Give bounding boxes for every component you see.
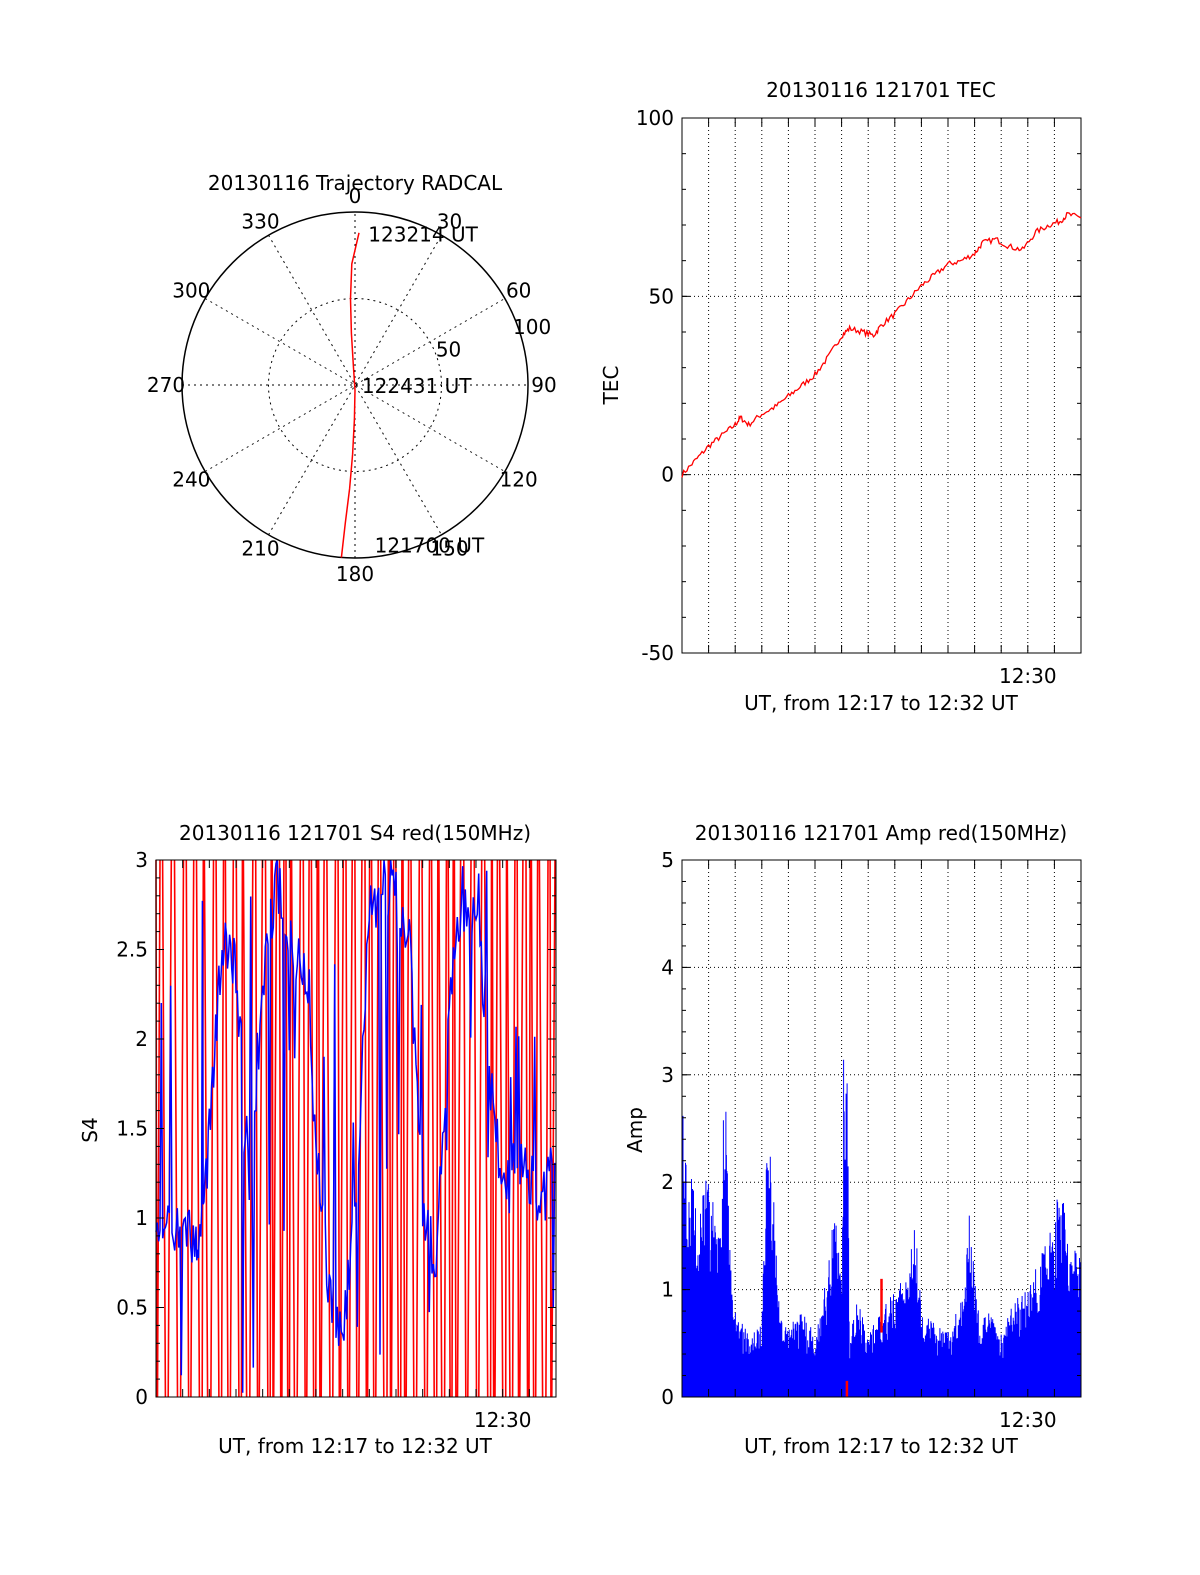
tec-y-tick-label: 100 (636, 106, 674, 130)
tec-xlabel: UT, from 12:17 to 12:32 UT (744, 691, 1019, 715)
s4-y-tick-label: 2.5 (116, 938, 148, 962)
tec-grid (682, 118, 1081, 653)
tec-y-tick-label: -50 (641, 641, 674, 665)
polar-azimuth-tick-label: 270 (147, 373, 185, 397)
amp-y-ticks: 0 1 2 3 4 5 (661, 848, 1081, 1409)
polar-azimuth-tick-label: 150 (430, 537, 468, 561)
polar-trajectory-line-0 (340, 232, 360, 558)
tec-ylabel: TEC (599, 366, 623, 406)
s4-y-tick-label: 2 (135, 1027, 148, 1051)
polar-time-annotation: 122431 UT (362, 374, 472, 398)
s4-y-tick-label: 3 (135, 848, 148, 872)
amp-y-tick-label: 2 (661, 1170, 674, 1194)
polar-azimuth-ticks: 0 30 60 90 120 150 180 210 240 270 300 330 (147, 184, 557, 586)
amp-blue-trace (681, 1059, 1082, 1397)
amp-title: 20130116 121701 Amp red(150MHz) (695, 821, 1067, 845)
polar-grid (181, 211, 529, 559)
amp-chart: 20130116 121701 Amp red(150MHz) 0 1 2 3 4 5 1… (623, 821, 1082, 1458)
polar-azimuth-tick-label: 300 (172, 279, 210, 303)
polar-azimuth-tick-label: 120 (500, 468, 538, 492)
polar-azimuth-tick-label: 210 (241, 537, 279, 561)
tec-chart: 20130116 121701 TEC -50 0 50 100 12:30 UT, … (599, 78, 1082, 715)
s4-y-ticks: 0 0.5 1 1.5 2 2.5 3 (116, 848, 556, 1409)
polar-spoke-1 (268, 234, 442, 536)
polar-spoke-4 (204, 298, 506, 472)
polar-radial-tick-label: 50 (436, 338, 461, 362)
tec-x-tick-label: 12:30 (999, 664, 1057, 688)
amp-xlabel: UT, from 12:17 to 12:32 UT (744, 1434, 1019, 1458)
polar-time-annotation: 123214 UT (368, 222, 478, 246)
polar-azimuth-tick-label: 30 (437, 209, 462, 233)
s4-y-tick-label: 0.5 (116, 1296, 148, 1320)
polar-series (340, 232, 360, 558)
tec-y-tick-label: 50 (649, 284, 674, 308)
amp-x-tick-label: 12:30 (999, 1408, 1057, 1432)
s4-series (155, 859, 556, 1398)
tec-line (681, 212, 1082, 478)
polar-radial-tick-label: 100 (513, 315, 551, 339)
amp-ylabel: Amp (623, 1107, 647, 1153)
amp-y-tick-label: 5 (661, 848, 674, 872)
s4-ylabel: S4 (78, 1117, 102, 1142)
polar-title: 20130116 Trajectory RADCAL (208, 171, 503, 195)
tec-y-ticks: -50 0 50 100 (636, 106, 1081, 665)
polar-trajectory-chart: 20130116 Trajectory RADCAL 0 30 60 90 120 150… (147, 171, 557, 586)
tec-x-ticks: 12:30 (681, 118, 1082, 688)
tec-plot-area (681, 117, 1082, 654)
s4-y-tick-label: 1.5 (116, 1117, 148, 1141)
polar-azimuth-tick-label: 330 (241, 209, 279, 233)
amp-y-tick-label: 4 (661, 955, 674, 979)
polar-radial-ticks: 50 100 (436, 315, 551, 361)
s4-title: 20130116 121701 S4 red(150MHz) (179, 821, 531, 845)
polar-time-annotation: 121700 UT (375, 534, 485, 558)
amp-y-tick-label: 3 (661, 1063, 674, 1087)
tec-y-tick-label: 0 (661, 463, 674, 487)
s4-blue-line (155, 859, 556, 1393)
amp-y-tick-label: 0 (661, 1385, 674, 1409)
polar-spoke-5 (268, 234, 442, 536)
tec-title: 20130116 121701 TEC (766, 78, 996, 102)
s4-x-tick-label: 12:30 (474, 1408, 532, 1432)
amp-series (681, 1059, 1082, 1397)
amp-grid (682, 860, 1081, 1397)
s4-x-ticks: 12:30 (155, 860, 557, 1432)
polar-annotations: 123214 UT 122431 UT 121700 UT (362, 222, 485, 557)
tec-series (681, 212, 1082, 478)
polar-azimuth-tick-label: 60 (506, 279, 531, 303)
amp-plot-area (681, 859, 1082, 1398)
s4-y-tick-label: 0 (135, 1385, 148, 1409)
amp-y-tick-label: 1 (661, 1278, 674, 1302)
polar-azimuth-tick-label: 90 (531, 373, 556, 397)
amp-x-ticks: 12:30 (681, 860, 1082, 1432)
polar-azimuth-tick-label: 0 (349, 184, 362, 208)
polar-azimuth-tick-label: 180 (336, 562, 374, 586)
s4-chart: 20130116 121701 S4 red(150MHz) 0 0.5 1 1.5 2… (78, 821, 557, 1458)
s4-y-tick-label: 1 (135, 1206, 148, 1230)
polar-spoke-2 (204, 298, 506, 472)
polar-azimuth-tick-label: 240 (172, 468, 210, 492)
s4-xlabel: UT, from 12:17 to 12:32 UT (218, 1434, 493, 1458)
